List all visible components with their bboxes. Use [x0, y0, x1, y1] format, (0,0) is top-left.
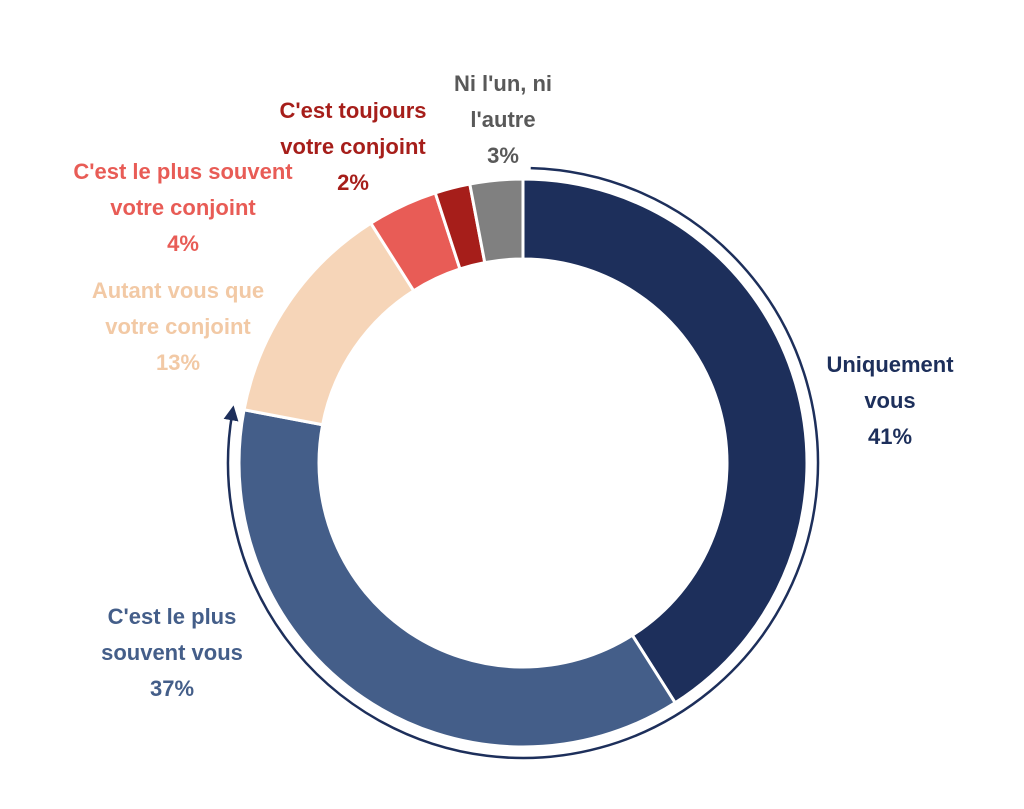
slice-c-est-le-plus-souvent-vous [237, 408, 678, 749]
label-autant-vous-que-votre-conjoint: Autant vous que votre conjoint 13% [92, 278, 264, 375]
value-label: 13% [156, 350, 200, 375]
category-label-line: C'est toujours [279, 98, 426, 123]
slice-ni-l-un-ni-l-autre [468, 177, 525, 265]
slice-uniquement-vous [521, 177, 809, 705]
bracket-arc [223, 166, 820, 760]
label-ni-l-un-ni-l-autre: Ni l'un, ni l'autre 3% [454, 71, 552, 168]
value-label: 41% [868, 424, 912, 449]
value-label: 3% [487, 143, 519, 168]
category-label-line: Autant vous que [92, 278, 264, 303]
category-label-line: votre conjoint [110, 195, 256, 220]
label-c-est-toujours-votre-conjoint: C'est toujours votre conjoint 2% [279, 98, 426, 195]
category-label-line: vous [864, 388, 915, 413]
value-label: 4% [167, 231, 199, 256]
category-label-line: votre conjoint [280, 134, 426, 159]
category-label-line: C'est le plus [108, 604, 237, 629]
category-label-line: l'autre [470, 107, 535, 132]
value-label: 37% [150, 676, 194, 701]
category-label-line: Uniquement [826, 352, 954, 377]
category-label-line: souvent vous [101, 640, 243, 665]
label-c-est-le-plus-souvent-votre-conjoint: C'est le plus souvent votre conjoint 4% [73, 159, 293, 256]
donut-slices [237, 177, 809, 749]
category-label-line: votre conjoint [105, 314, 251, 339]
slice-labels: Uniquement vous 41% C'est le plus souvent vo… [73, 71, 954, 701]
label-uniquement-vous: Uniquement vous 41% [826, 352, 954, 449]
label-c-est-le-plus-souvent-vous: C'est le plus souvent vous 37% [101, 604, 243, 701]
category-label-line: Ni l'un, ni [454, 71, 552, 96]
value-label: 2% [337, 170, 369, 195]
category-label-line: C'est le plus souvent [73, 159, 293, 184]
